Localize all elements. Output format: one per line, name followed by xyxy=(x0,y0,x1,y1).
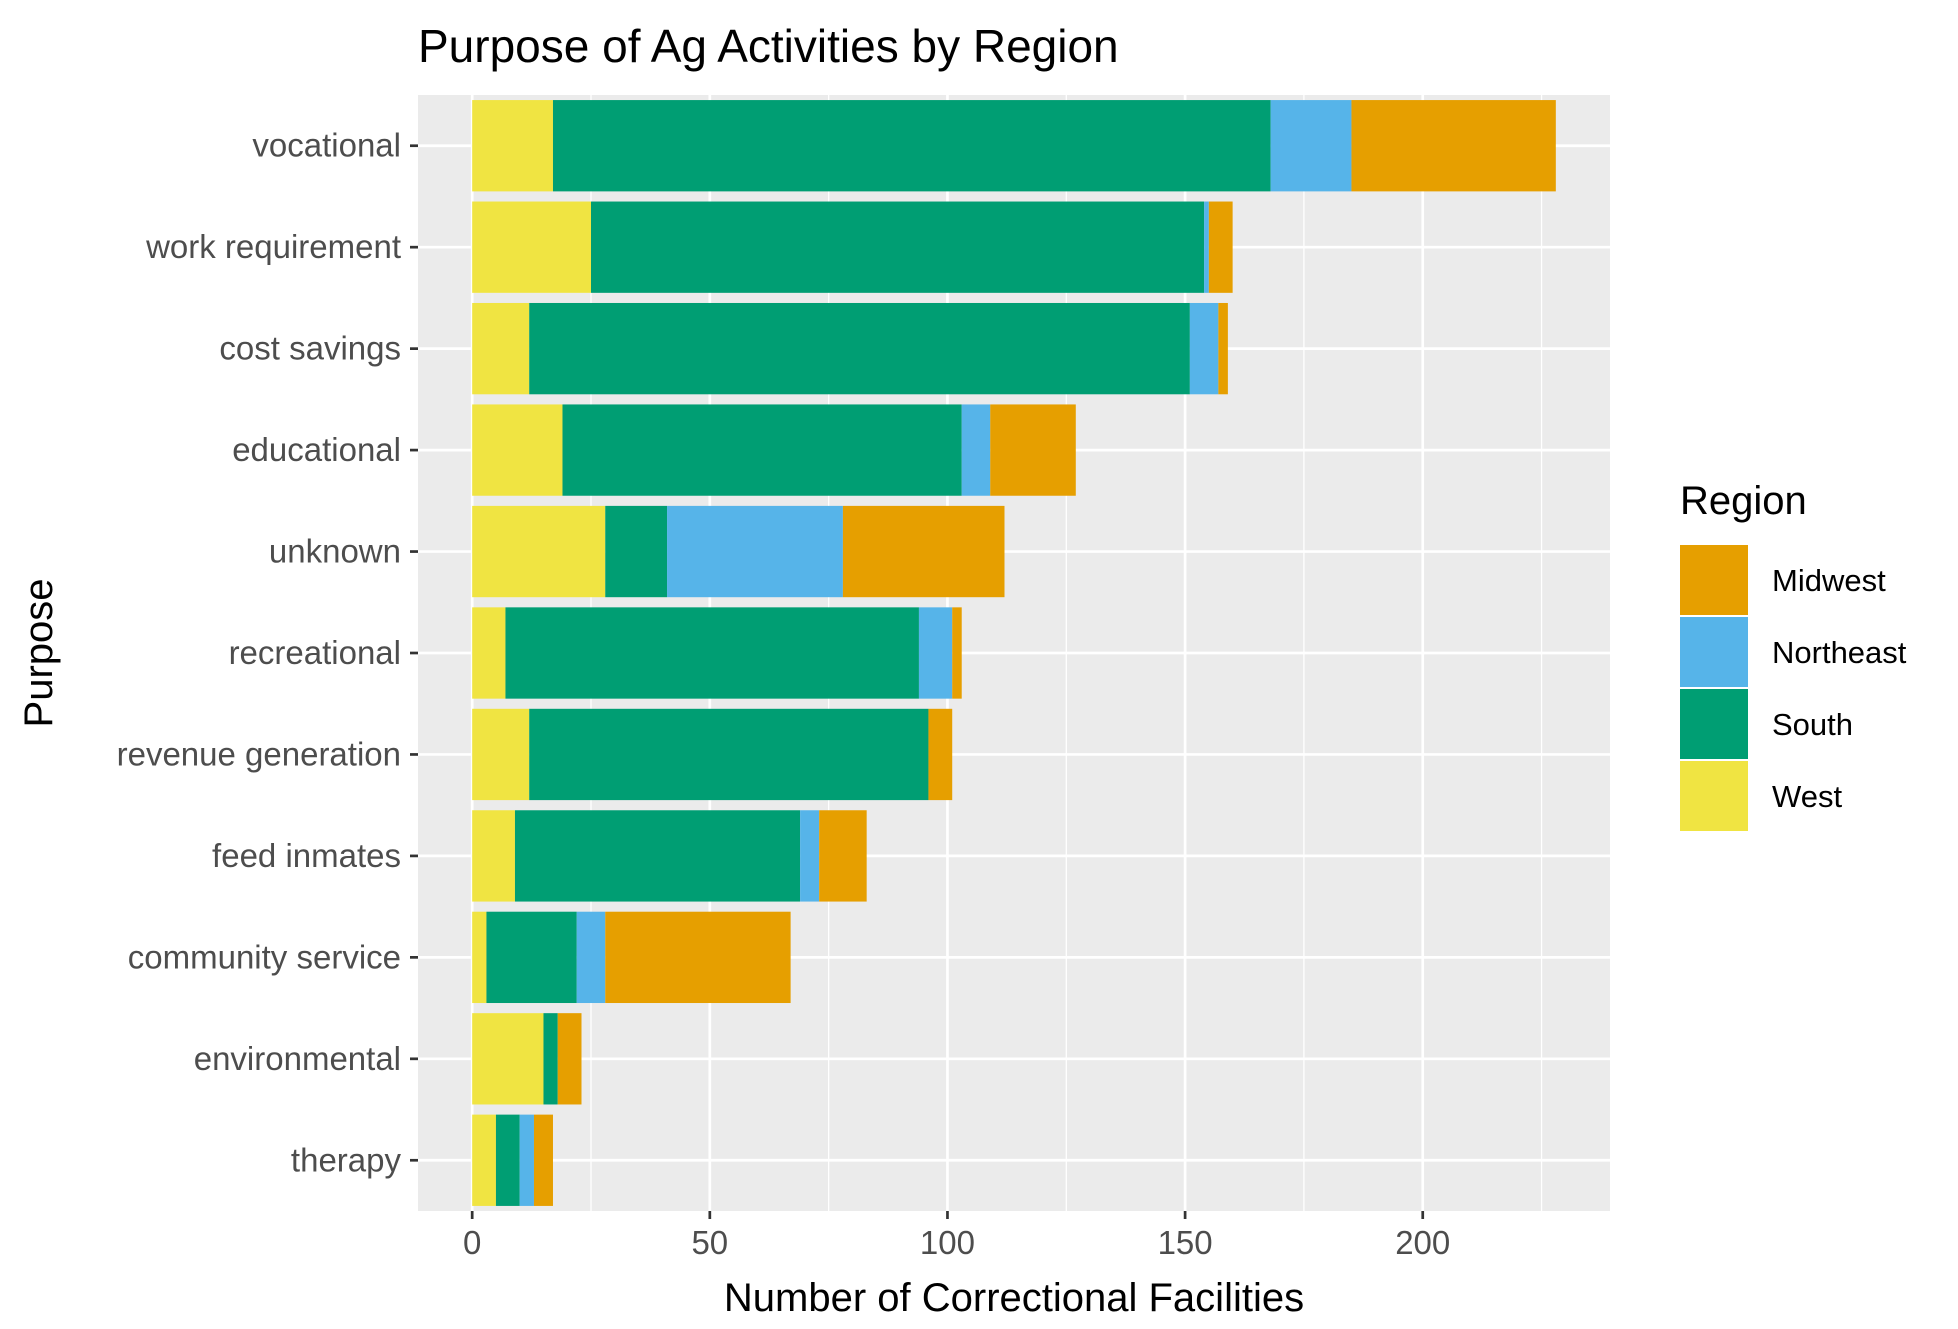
chart-title: Purpose of Ag Activities by Region xyxy=(418,20,1119,72)
bar-segment-west xyxy=(472,505,606,598)
y-tick-label: therapy xyxy=(291,1141,402,1178)
bar-segment-south xyxy=(552,100,1271,192)
bar-segment-northeast xyxy=(667,505,843,598)
y-tick-label: cost savings xyxy=(219,330,401,367)
x-tick-label: 50 xyxy=(691,1224,728,1261)
bar-segment-midwest xyxy=(819,810,867,902)
bar-segment-south xyxy=(591,201,1205,293)
bar-segment-northeast xyxy=(800,810,820,902)
bar-segment-midwest xyxy=(533,1114,553,1206)
bar-segment-midwest xyxy=(842,505,1005,598)
x-tick-label: 150 xyxy=(1158,1224,1213,1261)
bar-segment-northeast xyxy=(918,607,953,699)
bar-segment-south xyxy=(505,607,919,699)
bar-segment-northeast xyxy=(1189,302,1219,395)
legend-key-south xyxy=(1680,689,1748,759)
y-tick-label: work requirement xyxy=(145,228,401,265)
bar-segment-west xyxy=(472,1013,544,1105)
y-tick-label: unknown xyxy=(269,533,401,570)
bars-layer xyxy=(472,100,1556,1206)
legend-label-northeast: Northeast xyxy=(1772,635,1907,670)
bar-segment-midwest xyxy=(990,404,1076,496)
bar-segment-midwest xyxy=(1218,302,1228,395)
bar-segment-south xyxy=(514,810,801,902)
bar-segment-south xyxy=(543,1013,558,1105)
x-tick-label: 0 xyxy=(463,1224,481,1261)
legend-key-west xyxy=(1680,761,1748,831)
bar-segment-west xyxy=(472,100,553,192)
legend-title: Region xyxy=(1680,479,1807,523)
y-axis: vocational work requirement cost savings ed… xyxy=(117,127,418,1178)
bar-segment-northeast xyxy=(1204,201,1209,293)
bar-segment-south xyxy=(529,708,929,801)
x-axis: 0 50 100 150 200 xyxy=(463,1211,1450,1261)
bar-segment-south xyxy=(529,302,1190,395)
bar-segment-northeast xyxy=(1270,100,1352,192)
bar-segment-midwest xyxy=(952,607,962,699)
bar-segment-south xyxy=(605,505,668,598)
bar-segment-west xyxy=(472,810,515,902)
bar-segment-west xyxy=(472,302,530,395)
y-tick-label: recreational xyxy=(229,634,401,671)
bar-segment-west xyxy=(472,1114,496,1206)
y-tick-label: educational xyxy=(232,431,401,468)
x-tick-label: 200 xyxy=(1395,1224,1450,1261)
bar-segment-west xyxy=(472,911,487,1004)
bar-segment-northeast xyxy=(576,911,606,1004)
legend-key-midwest xyxy=(1680,545,1748,615)
bar-segment-midwest xyxy=(1208,201,1233,293)
bar-segment-midwest xyxy=(928,708,953,801)
legend-label-midwest: Midwest xyxy=(1772,563,1886,598)
y-tick-label: community service xyxy=(128,938,401,975)
y-tick-label: environmental xyxy=(194,1040,401,1077)
x-tick-label: 100 xyxy=(920,1224,975,1261)
bar-segment-northeast xyxy=(961,404,991,496)
bar-segment-northeast xyxy=(519,1114,534,1206)
y-tick-label: revenue generation xyxy=(117,735,401,772)
y-axis-title: Purpose xyxy=(17,579,61,728)
legend-label-west: West xyxy=(1772,779,1842,814)
bar-segment-south xyxy=(562,404,962,496)
bar-segment-midwest xyxy=(1351,100,1556,192)
y-tick-label: feed inmates xyxy=(212,837,401,874)
bar-segment-west xyxy=(472,708,530,801)
bar-segment-west xyxy=(472,404,563,496)
bar-segment-midwest xyxy=(605,911,791,1004)
y-tick-label: vocational xyxy=(252,127,401,164)
legend-items: Midwest Northeast South West xyxy=(1680,545,1907,831)
bar-segment-midwest xyxy=(557,1013,582,1105)
bar-segment-south xyxy=(495,1114,520,1206)
legend-label-south: South xyxy=(1772,707,1853,742)
bar-segment-south xyxy=(486,911,577,1004)
x-axis-title: Number of Correctional Facilities xyxy=(724,1276,1304,1320)
legend-key-northeast xyxy=(1680,617,1748,687)
bar-segment-west xyxy=(472,607,506,699)
bar-segment-west xyxy=(472,201,592,293)
legend: Region Midwest Northeast South West xyxy=(1680,479,1907,831)
